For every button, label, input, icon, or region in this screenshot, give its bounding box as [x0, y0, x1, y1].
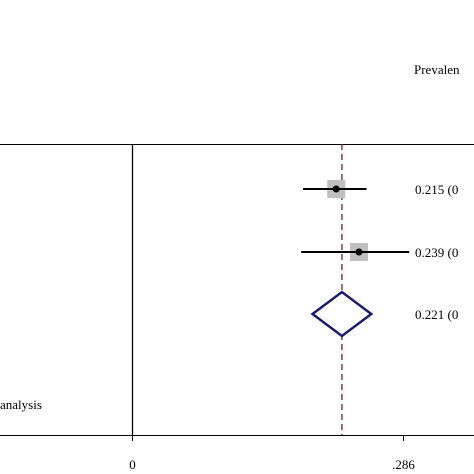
row-value-label: 0.221 (0 [415, 307, 458, 322]
x-tick-label: .286 [392, 457, 415, 472]
row-value-label: 0.215 (0 [415, 182, 458, 197]
column-header: Prevalen [414, 62, 460, 77]
point-estimate [332, 185, 340, 193]
row-value-label: 0.239 (0 [415, 245, 458, 260]
x-tick-label: 0 [129, 457, 136, 472]
study-row: 0.239 (0 [301, 243, 458, 261]
study-rows: 0.215 (0 0.239 (0 0.221 (0 [301, 180, 458, 338]
footnote-label: analysis [0, 397, 42, 412]
pooled-diamond [310, 290, 374, 338]
x-axis-ticks: 0 .286 [129, 435, 415, 472]
study-row: 0.215 (0 [303, 180, 458, 198]
study-row: 0.221 (0 [310, 290, 458, 338]
point-estimate [355, 248, 363, 256]
